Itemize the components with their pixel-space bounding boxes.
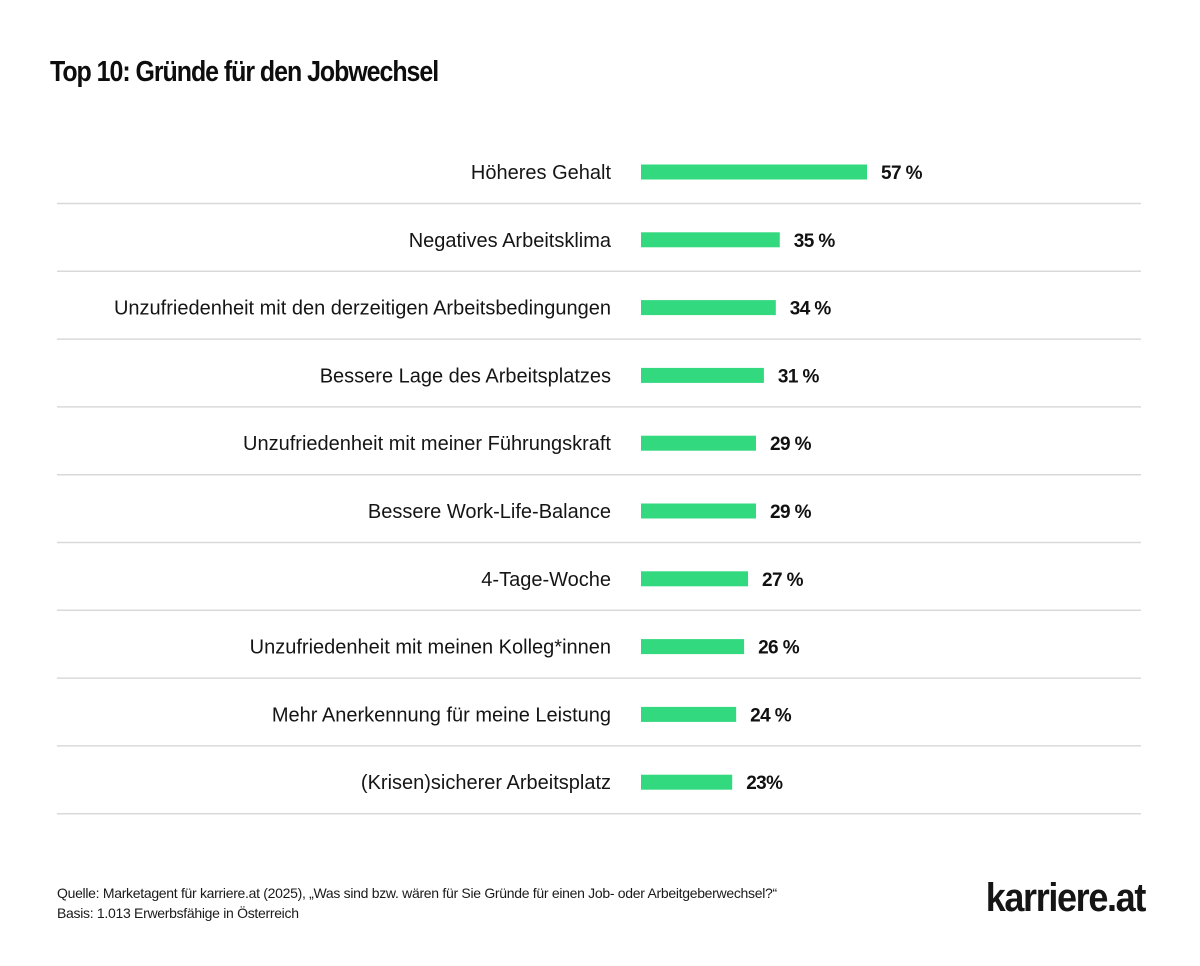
bar [641, 435, 756, 451]
value-label: 34 % [790, 299, 832, 320]
bar-row: Unzufriedenheit mit meinen Kolleg*innen 2… [57, 637, 1141, 679]
bar [641, 300, 776, 316]
bar-row: Bessere Lage des Arbeitsplatzes 31 % [57, 365, 1141, 408]
category-label: Bessere Work-Life-Balance [368, 501, 611, 523]
category-label: Negatives Arbeitsklima [409, 230, 612, 252]
category-label: Höheres Gehalt [471, 162, 612, 184]
bar-row: Mehr Anerkennung für meine Leistung 24 % [57, 704, 1141, 747]
category-label: Bessere Lage des Arbeitsplatzes [320, 365, 611, 387]
bar [641, 503, 756, 519]
value-label: 24 % [750, 705, 792, 726]
category-label: 4-Tage-Woche [481, 569, 611, 591]
footer-notes: Quelle: Marketagent für karriere.at (202… [57, 883, 777, 923]
bar-row: (Krisen)sicherer Arbeitsplatz 23% [57, 772, 1141, 815]
value-label: 35 % [794, 231, 836, 252]
bar [641, 639, 745, 655]
value-label: 29 % [770, 502, 812, 523]
bar [641, 774, 733, 790]
bar [641, 232, 780, 248]
category-label: Unzufriedenheit mit meiner Führungskraft [243, 433, 611, 455]
brand-logo: karriere.at [985, 876, 1147, 920]
category-label: Unzufriedenheit mit den derzeitigen Arbe… [114, 298, 611, 320]
bar [641, 164, 868, 180]
category-label: (Krisen)sicherer Arbeitsplatz [361, 772, 611, 794]
bar-row: 4-Tage-Woche 27 % [57, 569, 1141, 612]
value-label: 31 % [778, 366, 820, 387]
value-label: 29 % [770, 434, 812, 455]
bar [641, 571, 749, 587]
source-note: Quelle: Marketagent für karriere.at (202… [57, 885, 777, 901]
bar-row: Unzufriedenheit mit den derzeitigen Arbe… [57, 298, 1141, 340]
value-label: 27 % [762, 570, 804, 591]
bar-row: Höheres Gehalt 57 % [57, 162, 1141, 205]
bar-row: Bessere Work-Life-Balance 29 % [57, 501, 1141, 544]
category-label: Unzufriedenheit mit meinen Kolleg*innen [250, 637, 611, 659]
value-label: 23% [746, 773, 783, 794]
value-label: 57 % [881, 163, 923, 184]
category-label: Mehr Anerkennung für meine Leistung [272, 704, 611, 726]
bar [641, 367, 764, 383]
value-label: 26 % [758, 638, 800, 659]
bar-row: Unzufriedenheit mit meiner Führungskraft… [57, 433, 1141, 476]
basis-note: Basis: 1.013 Erwerbsfähige in Österreich [57, 905, 299, 921]
bar-row: Negatives Arbeitsklima 35 % [57, 230, 1141, 273]
bar [641, 706, 737, 722]
chart-title: Top 10: Gründe für den Jobwechsel [50, 56, 439, 88]
